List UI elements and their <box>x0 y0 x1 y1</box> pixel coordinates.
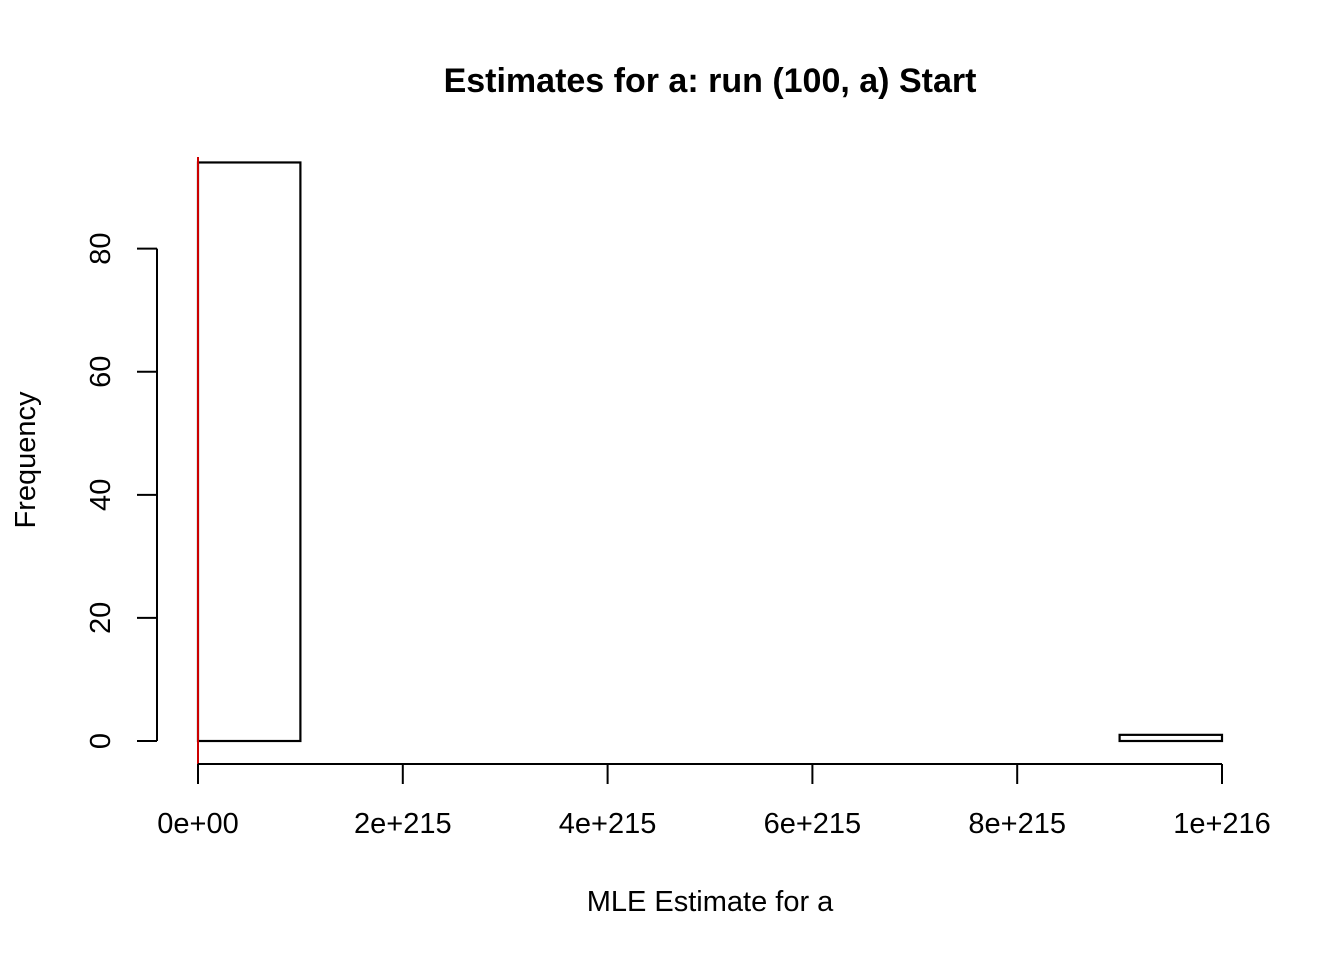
x-tick-label: 0e+00 <box>157 808 238 840</box>
x-tick-label: 2e+215 <box>354 808 452 840</box>
x-tick-label: 8e+215 <box>968 808 1066 840</box>
x-axis: 0e+00 2e+215 4e+215 6e+215 8e+215 1e+216 <box>157 763 1271 840</box>
y-tick-label: 80 <box>85 232 117 264</box>
y-axis: 0 20 40 60 80 <box>85 232 158 749</box>
y-tick-label: 40 <box>85 479 117 511</box>
histogram-bar <box>196 161 302 743</box>
y-tick-label: 60 <box>85 356 117 388</box>
x-tick-label: 1e+216 <box>1173 808 1271 840</box>
histogram-bars <box>196 161 1224 743</box>
y-axis-label: Frequency <box>10 391 42 529</box>
y-tick-label: 0 <box>85 733 117 749</box>
y-tick-label: 20 <box>85 602 117 634</box>
histogram-bar <box>1118 733 1224 743</box>
x-tick-label: 6e+215 <box>764 808 862 840</box>
x-tick-label: 4e+215 <box>559 808 657 840</box>
x-axis-label: MLE Estimate for a <box>587 886 834 918</box>
chart-title: Estimates for a: run (100, a) Start <box>444 62 977 100</box>
